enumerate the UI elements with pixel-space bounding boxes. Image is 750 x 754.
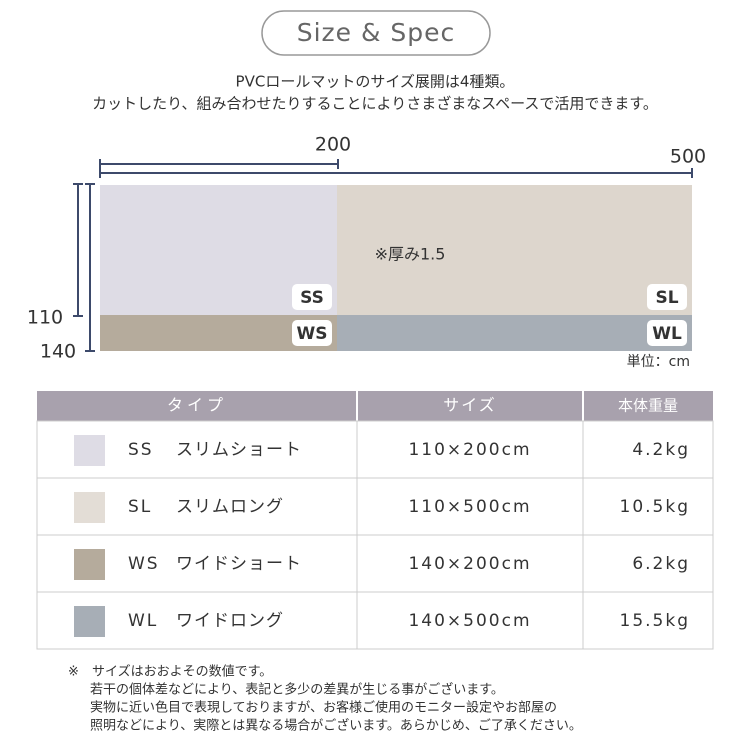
region-badge xyxy=(647,284,687,310)
size: 140×500cm xyxy=(408,611,531,631)
intro: カットしたり、組み合わせたりすることによりさまざまなスペースで活用できます。 xyxy=(92,95,658,113)
swatch xyxy=(74,492,105,523)
table-header: 本体重量 xyxy=(618,397,678,415)
table-header: タイプ xyxy=(167,396,227,415)
thickness: ※厚み1.5 xyxy=(375,245,446,264)
type-name: ワイドロング xyxy=(176,611,284,631)
swatch xyxy=(74,435,105,466)
mat-region xyxy=(337,315,692,351)
size: 110×200cm xyxy=(408,440,531,460)
type-code: SL xyxy=(128,497,152,517)
intro: PVCロールマットのサイズ展開は4種類。 xyxy=(236,73,515,91)
dimension-lines xyxy=(73,159,693,352)
weight: 6.2kg xyxy=(632,554,690,574)
region-label: SS xyxy=(300,288,324,308)
table-header-bg xyxy=(37,391,713,421)
size: 110×500cm xyxy=(408,497,531,517)
table-header: サイズ xyxy=(443,396,497,415)
table-row xyxy=(36,477,714,536)
dimension-label: 140 xyxy=(40,341,76,363)
region-label: WL xyxy=(652,324,682,344)
unit: 単位：cm xyxy=(627,354,690,370)
table-row xyxy=(36,534,714,593)
note-line: 実物に近い色目で表現しておりますが、お客様ご使用のモニター設定やお部屋の xyxy=(90,700,557,716)
type-name: スリムロング xyxy=(176,497,284,517)
table-row xyxy=(36,591,714,650)
region-label: WS xyxy=(297,324,328,344)
region-badge xyxy=(647,320,687,346)
type-code: WS xyxy=(128,554,160,574)
type-code: WL xyxy=(128,611,158,631)
size: 140×200cm xyxy=(408,554,531,574)
region-label: SL xyxy=(655,288,678,308)
type-name: ワイドショート xyxy=(176,554,302,574)
swatch xyxy=(74,606,105,637)
dimension-label: 500 xyxy=(670,146,706,168)
table-row xyxy=(36,420,714,479)
dimension-label: 200 xyxy=(315,134,351,156)
weight: 15.5kg xyxy=(620,611,691,631)
swatch xyxy=(74,549,105,580)
region-badge xyxy=(292,284,332,310)
weight: 4.2kg xyxy=(632,440,690,460)
note-line: 若干の個体差などにより、表記と多少の差異が生じる事がございます。 xyxy=(90,682,504,698)
dimension-label: 110 xyxy=(27,307,63,329)
type-name: スリムショート xyxy=(176,440,302,460)
mat-region xyxy=(337,185,692,315)
title-pill xyxy=(261,10,491,56)
note-mark: ※ xyxy=(68,665,79,680)
note-line: 照明などにより、実際とは異なる場合がございます。あらかじめ、ご了承ください。 xyxy=(90,718,582,734)
title: Size & Spec xyxy=(297,18,456,47)
region-badge xyxy=(292,320,332,346)
note-line: サイズはおおよその数値です。 xyxy=(92,664,272,680)
type-code: SS xyxy=(128,440,154,460)
weight: 10.5kg xyxy=(620,497,691,517)
